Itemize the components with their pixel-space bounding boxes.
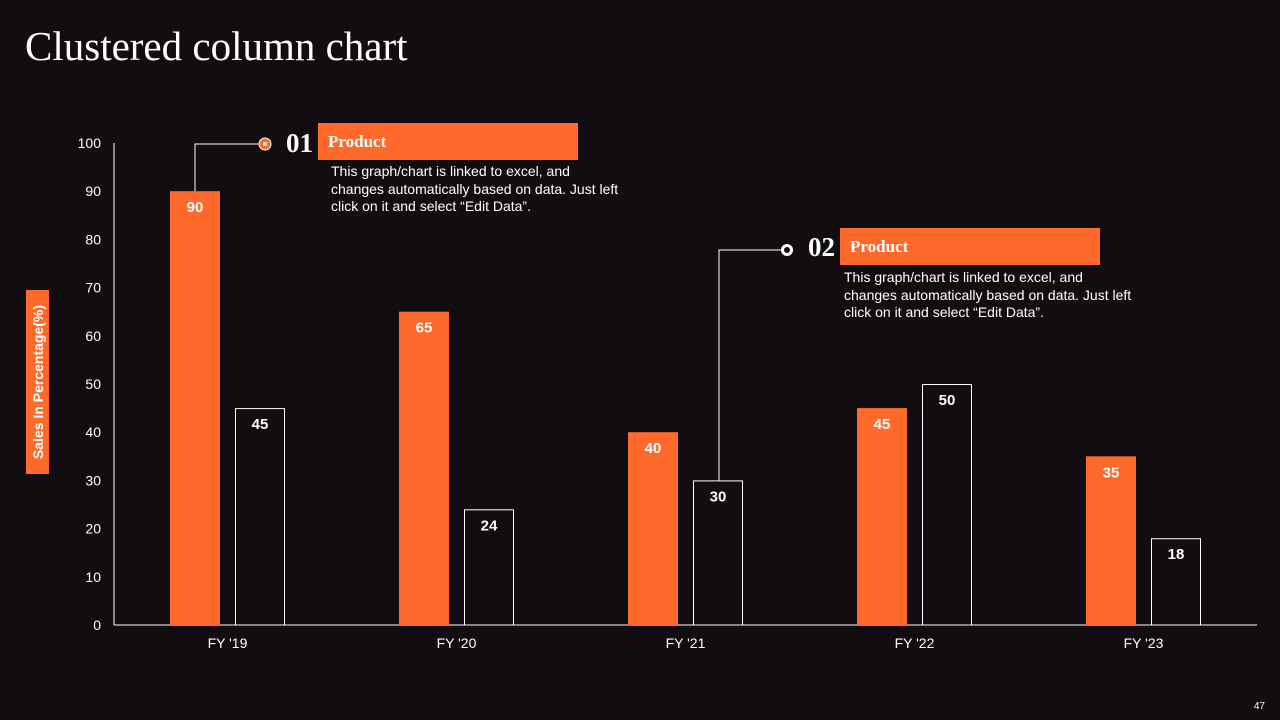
callout-2-leader-line [718,249,787,481]
x-tick-label-4: FY '23 [1124,635,1164,651]
page-number: 47 [1253,701,1265,712]
data-label-series2-4: 18 [1168,546,1185,563]
data-label-series2-2: 30 [710,488,727,505]
y-tick-label-70: 70 [85,280,101,296]
callout-1-heading: Product [318,123,578,160]
bar-series1-1 [399,311,449,625]
bar-series2-2 [693,480,743,626]
data-label-series2-0: 45 [252,416,269,433]
bar-series1-4 [1086,456,1136,625]
orange-dot-icon-center [263,142,267,146]
y-tick-label-90: 90 [85,183,101,199]
y-tick-label-60: 60 [85,328,101,344]
data-label-series1-3: 45 [874,416,891,433]
data-label-series2-3: 50 [939,392,956,409]
y-tick-label-10: 10 [85,569,101,585]
y-axis-label-box [26,290,49,474]
bar-series2-0 [235,408,285,626]
data-label-series1-2: 40 [645,440,662,457]
y-tick-label-40: 40 [85,424,101,440]
data-label-series1-4: 35 [1103,464,1120,481]
bar-series2-3 [922,384,972,626]
callout-1-leader-line [194,143,265,192]
bar-series1-0 [170,191,220,625]
callout-2-number: 02 [808,232,835,262]
bar-series1-3 [857,408,907,625]
y-tick-label-100: 100 [78,135,102,151]
y-tick-label-30: 30 [85,472,101,488]
x-tick-label-2: FY '21 [666,635,706,651]
callout-1-description: This graph/chart is linked to excel, and… [331,163,619,214]
callout-1-number: 01 [286,128,313,158]
x-tick-label-3: FY '22 [895,635,935,651]
data-label-series2-1: 24 [481,517,498,534]
x-tick-label-0: FY '19 [208,635,248,651]
slide-title: Clustered column chart [25,23,408,69]
bar-series2-1 [464,509,514,626]
y-tick-label-50: 50 [85,376,101,392]
y-tick-label-0: 0 [93,617,101,633]
x-tick-label-1: FY '20 [437,635,477,651]
y-tick-label-80: 80 [85,231,101,247]
bar-series2-4 [1151,538,1201,626]
data-label-series1-0: 90 [187,199,204,216]
bar-series1-2 [628,432,678,625]
callout-2-heading: Product [840,228,1100,265]
white-ring-icon-center [784,247,790,253]
y-tick-label-20: 20 [85,521,101,537]
data-label-series1-1: 65 [416,320,433,337]
callout-2-description: This graph/chart is linked to excel, and… [844,269,1132,320]
